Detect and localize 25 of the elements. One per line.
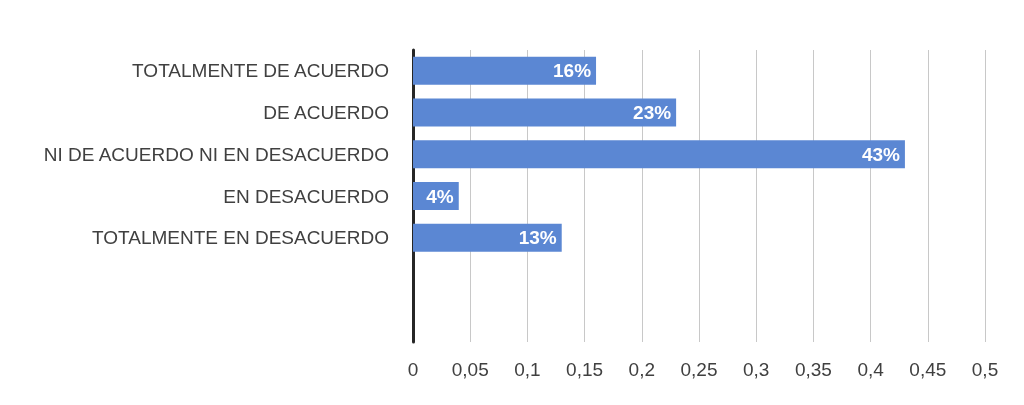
data-label: 23% [633,102,672,124]
y-tick-label: TOTALMENTE DE ACUERDO [132,60,389,82]
data-label: 4% [426,185,454,207]
x-tick-label: 0,3 [742,359,770,380]
data-label: 13% [518,227,557,249]
x-tick-label: 0 [407,359,419,380]
y-tick-label: NI DE ACUERDO NI EN DESACUERDO [43,143,389,165]
data-label: 16% [553,60,592,82]
x-tick-label: 0,5 [971,359,999,380]
bar [413,98,677,127]
x-tick-label: 0,35 [794,359,832,380]
x-tick-label: 0,15 [566,359,604,380]
bar [413,140,905,169]
data-label: 43% [861,143,901,165]
x-tick-label: 0,2 [628,359,656,380]
bar [413,56,597,85]
x-tick-label: 0,25 [680,359,718,380]
x-tick-label: 0,4 [857,359,885,380]
bar [413,223,562,252]
y-tick-label: DE ACUERDO [263,102,389,124]
x-tick-label: 0,05 [451,359,489,380]
x-tick-label: 0,45 [909,359,947,380]
y-tick-label: TOTALMENTE EN DESACUERDO [91,227,389,249]
x-tick-label: 0,1 [514,359,541,380]
y-tick-label: EN DESACUERDO [223,185,389,207]
